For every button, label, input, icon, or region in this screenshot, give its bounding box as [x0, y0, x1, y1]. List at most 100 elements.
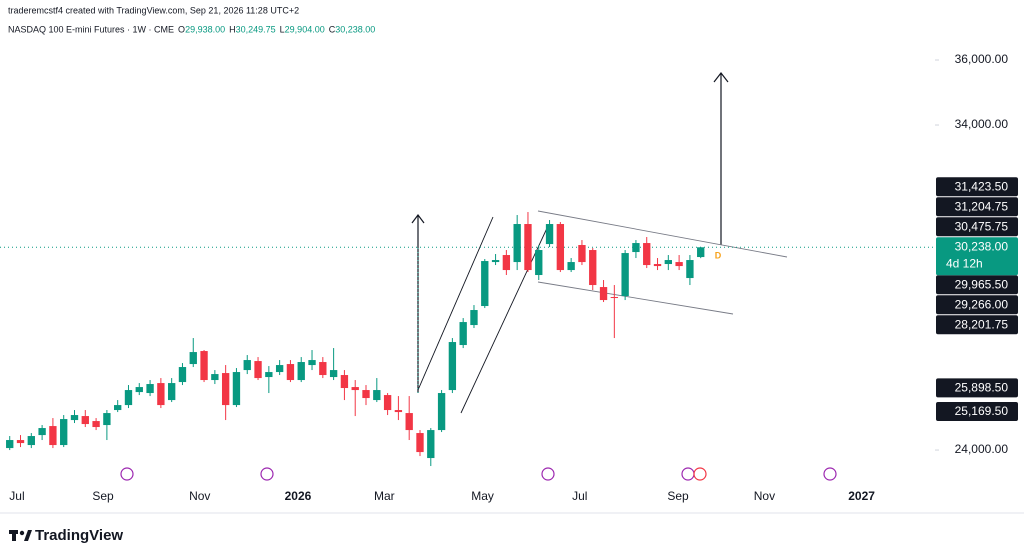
x-tick-label: 2027: [848, 489, 875, 503]
ohlc-label: C: [329, 24, 336, 34]
arrow-head: [713, 72, 729, 83]
candle-body: [383, 395, 392, 411]
candle-body: [589, 250, 597, 286]
candle-body: [470, 310, 478, 326]
candle-body: [524, 224, 532, 271]
price-badge: [936, 378, 1018, 398]
ohlc-value: 30,238.00: [335, 24, 375, 34]
drawings: [411, 72, 729, 393]
candle-body: [621, 253, 629, 297]
price-badge-label: 30,475.75: [955, 219, 1009, 233]
candle-body: [103, 413, 111, 426]
event-icon[interactable]: [823, 467, 837, 481]
price-badge: [936, 315, 1018, 335]
candle-body: [351, 387, 359, 391]
candle-body: [124, 390, 133, 406]
candle-body: [178, 367, 187, 383]
candle-body: [599, 287, 608, 301]
event-icon[interactable]: [693, 467, 707, 481]
candle-body: [675, 262, 683, 267]
x-tick-label: Jul: [572, 489, 587, 503]
y-tick-label: 36,000.00: [955, 52, 1009, 66]
candle-body: [459, 322, 467, 346]
candle-body: [27, 436, 35, 446]
candle-body: [610, 297, 619, 299]
candle-body: [6, 440, 14, 449]
y-tick-label: 34,000.00: [955, 117, 1009, 131]
candle-body: [265, 372, 273, 378]
price-badge: [936, 197, 1018, 217]
x-tick-label: Mar: [374, 489, 395, 503]
trend-line: [537, 281, 734, 315]
event-icon[interactable]: [541, 467, 555, 481]
logo-mark: [24, 530, 32, 541]
candle-body: [481, 261, 489, 307]
last-price-label: 30,238.00: [955, 239, 1009, 253]
candle-body: [697, 247, 705, 258]
candle-body: [437, 393, 446, 431]
event-icon[interactable]: [260, 467, 274, 481]
ohlc-value: 29,904.00: [285, 24, 325, 34]
candle-body: [92, 421, 100, 428]
candle-body: [60, 419, 68, 446]
logo-mark: [12, 530, 16, 541]
price-badge-label: 25,898.50: [955, 381, 1009, 395]
dividend-marker[interactable]: D: [715, 250, 722, 260]
candle-body: [427, 430, 435, 459]
ohlc-value: 29,938.00: [185, 24, 225, 34]
candle-body: [167, 383, 176, 401]
candle-body: [16, 440, 25, 444]
candle-body: [38, 428, 46, 436]
ohlc-label: H: [229, 24, 236, 34]
candle-body: [653, 264, 662, 267]
price-badge-label: 28,201.75: [955, 317, 1009, 331]
candle-body: [189, 352, 197, 365]
x-tick-label: May: [471, 489, 494, 503]
symbol-legend: NASDAQ 100 E-mini Futures · 1W · CME O 29…: [8, 24, 375, 34]
event-icons: [120, 467, 837, 481]
price-badge-label: 25,169.50: [955, 404, 1009, 418]
price-badge-label: 29,266.00: [955, 297, 1009, 311]
candle-body: [491, 260, 500, 263]
candle-body: [157, 383, 165, 406]
candle-body: [513, 224, 521, 263]
candle-body: [275, 365, 284, 373]
price-badge-label: 31,204.75: [955, 199, 1009, 213]
trend-line: [460, 225, 549, 414]
x-tick-label: Nov: [754, 489, 775, 503]
candle-body: [114, 405, 122, 411]
candle-body: [362, 390, 370, 399]
price-badge: [936, 402, 1018, 422]
candle-body: [416, 433, 424, 453]
ohlc-label: O: [178, 24, 185, 34]
candle-body: [664, 260, 672, 265]
x-tick-label: Sep: [667, 489, 689, 503]
x-tick-label: Jul: [9, 489, 24, 503]
candle-body: [200, 351, 208, 381]
candle-body: [578, 245, 586, 263]
candle-body: [394, 410, 403, 413]
price-badge-label: 29,965.50: [955, 277, 1009, 291]
countdown: 4d 12h: [946, 256, 983, 270]
event-icon[interactable]: [681, 467, 695, 481]
x-tick-label: Nov: [189, 489, 210, 503]
last-price-badge: [936, 237, 1018, 276]
candle-body: [221, 373, 230, 406]
candle-body: [297, 362, 305, 381]
event-icon[interactable]: [120, 467, 134, 481]
candle-body: [70, 415, 79, 421]
y-tick-label: 24,000.00: [955, 442, 1009, 456]
price-badge-label: 31,423.50: [955, 179, 1009, 193]
arrow-head: [411, 214, 425, 224]
candle-body: [373, 390, 381, 401]
candle-body: [686, 260, 694, 279]
price-badge: [936, 295, 1018, 315]
symbol-title: NASDAQ 100 E-mini Futures · 1W · CME: [8, 24, 174, 34]
candle-body: [567, 262, 575, 271]
logo-mark: [19, 530, 25, 536]
candle-body: [308, 360, 316, 366]
candle-body: [643, 243, 651, 266]
candle-body: [232, 372, 241, 406]
candle-body: [243, 360, 251, 371]
